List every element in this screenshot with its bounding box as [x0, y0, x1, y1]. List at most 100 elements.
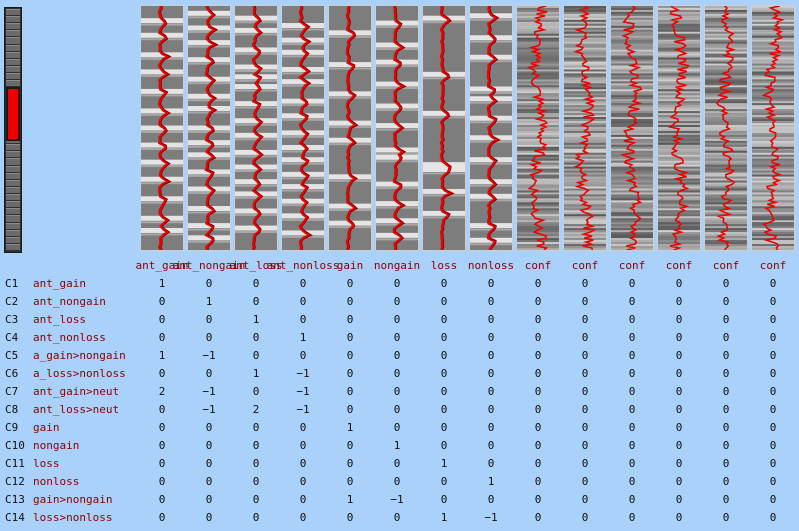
- contrast-weight[interactable]: 0: [628, 439, 636, 452]
- contrast-weight[interactable]: 0: [581, 493, 589, 506]
- contrast-weight[interactable]: 0: [534, 331, 542, 344]
- contrast-weight[interactable]: 1: [393, 439, 401, 452]
- contrast-weight[interactable]: 0: [769, 403, 777, 416]
- contrast-weight[interactable]: 0: [205, 493, 213, 506]
- regressor-column[interactable]: [328, 5, 372, 251]
- regressor-column[interactable]: [187, 5, 231, 251]
- contrast-weight[interactable]: 0: [722, 511, 730, 524]
- contrast-weight[interactable]: 0: [393, 457, 401, 470]
- contrast-weight[interactable]: 0: [722, 403, 730, 416]
- contrast-weight[interactable]: −1: [390, 493, 404, 506]
- contrast-weight[interactable]: 0: [769, 475, 777, 488]
- contrast-name[interactable]: gain>nongain: [33, 493, 113, 506]
- contrast-weight[interactable]: 1: [205, 295, 213, 308]
- contrast-weight[interactable]: 0: [346, 385, 354, 398]
- regressor-column[interactable]: [140, 5, 184, 251]
- contrast-weight[interactable]: 0: [205, 475, 213, 488]
- contrast-name[interactable]: nonloss: [33, 475, 80, 488]
- contrast-weight[interactable]: 0: [487, 277, 495, 290]
- regressor-column[interactable]: [563, 5, 607, 251]
- contrast-weight[interactable]: 0: [205, 457, 213, 470]
- contrast-weight[interactable]: 0: [722, 349, 730, 362]
- contrast-weight[interactable]: 0: [581, 439, 589, 452]
- contrast-weight[interactable]: 0: [487, 295, 495, 308]
- contrast-weight[interactable]: 0: [581, 331, 589, 344]
- contrast-weight[interactable]: 0: [440, 313, 448, 326]
- contrast-weight[interactable]: 0: [440, 349, 448, 362]
- contrast-weight[interactable]: 1: [440, 511, 448, 524]
- contrast-weight[interactable]: 0: [205, 367, 213, 380]
- contrast-weight[interactable]: 0: [628, 403, 636, 416]
- contrast-weight[interactable]: 0: [158, 493, 166, 506]
- contrast-weight[interactable]: 1: [346, 493, 354, 506]
- contrast-weight[interactable]: 0: [534, 457, 542, 470]
- contrast-weight[interactable]: 0: [675, 493, 683, 506]
- contrast-weight[interactable]: 0: [722, 277, 730, 290]
- contrast-weight[interactable]: 0: [487, 439, 495, 452]
- contrast-weight[interactable]: 0: [393, 511, 401, 524]
- contrast-weight[interactable]: 0: [722, 439, 730, 452]
- contrast-weight[interactable]: 0: [440, 439, 448, 452]
- regressor-column[interactable]: [704, 5, 748, 251]
- contrast-weight[interactable]: 0: [581, 385, 589, 398]
- contrast-weight[interactable]: 0: [487, 385, 495, 398]
- contrast-weight[interactable]: 0: [769, 511, 777, 524]
- contrast-weight[interactable]: 1: [346, 421, 354, 434]
- contrast-weight[interactable]: −1: [484, 511, 498, 524]
- contrast-weight[interactable]: 0: [299, 349, 307, 362]
- contrast-weight[interactable]: 0: [534, 385, 542, 398]
- contrast-weight[interactable]: 0: [299, 493, 307, 506]
- contrast-weight[interactable]: 0: [722, 331, 730, 344]
- contrast-weight[interactable]: 0: [158, 331, 166, 344]
- contrast-weight[interactable]: 0: [299, 457, 307, 470]
- contrast-weight[interactable]: 0: [299, 313, 307, 326]
- contrast-name[interactable]: ant_gain: [33, 277, 86, 290]
- contrast-weight[interactable]: 0: [675, 295, 683, 308]
- contrast-weight[interactable]: 0: [440, 277, 448, 290]
- contrast-weight[interactable]: 0: [628, 511, 636, 524]
- contrast-weight[interactable]: 0: [675, 331, 683, 344]
- contrast-weight[interactable]: 0: [487, 331, 495, 344]
- contrast-weight[interactable]: 0: [581, 421, 589, 434]
- contrast-weight[interactable]: 0: [722, 385, 730, 398]
- contrast-weight[interactable]: 0: [393, 295, 401, 308]
- contrast-weight[interactable]: 0: [205, 421, 213, 434]
- contrast-weight[interactable]: 0: [628, 331, 636, 344]
- contrast-name[interactable]: ant_gain>neut: [33, 385, 120, 398]
- contrast-name[interactable]: a_gain>nongain: [33, 349, 126, 362]
- contrast-weight[interactable]: 0: [440, 403, 448, 416]
- contrast-weight[interactable]: 0: [299, 439, 307, 452]
- contrast-name[interactable]: gain: [33, 421, 60, 434]
- contrast-weight[interactable]: 0: [769, 331, 777, 344]
- contrast-weight[interactable]: 0: [534, 313, 542, 326]
- contrast-weight[interactable]: 0: [581, 349, 589, 362]
- contrast-weight[interactable]: 0: [628, 457, 636, 470]
- contrast-weight[interactable]: 0: [581, 367, 589, 380]
- contrast-weight[interactable]: 0: [393, 331, 401, 344]
- contrast-weight[interactable]: 0: [299, 295, 307, 308]
- contrast-slider[interactable]: [4, 7, 22, 253]
- contrast-weight[interactable]: 0: [628, 313, 636, 326]
- contrast-weight[interactable]: 0: [722, 295, 730, 308]
- contrast-weight[interactable]: 0: [158, 313, 166, 326]
- contrast-weight[interactable]: 0: [487, 313, 495, 326]
- contrast-weight[interactable]: 1: [252, 313, 260, 326]
- contrast-weight[interactable]: 0: [252, 277, 260, 290]
- contrast-weight[interactable]: 1: [440, 457, 448, 470]
- contrast-weight[interactable]: 0: [393, 313, 401, 326]
- contrast-weight[interactable]: 0: [487, 367, 495, 380]
- contrast-weight[interactable]: 0: [487, 421, 495, 434]
- contrast-weight[interactable]: 0: [299, 511, 307, 524]
- contrast-name[interactable]: ant_nonloss: [33, 331, 106, 344]
- contrast-weight[interactable]: 0: [346, 457, 354, 470]
- contrast-weight[interactable]: 0: [393, 403, 401, 416]
- contrast-weight[interactable]: 0: [534, 421, 542, 434]
- contrast-weight[interactable]: 1: [158, 349, 166, 362]
- contrast-weight[interactable]: 0: [722, 313, 730, 326]
- contrast-weight[interactable]: 0: [628, 493, 636, 506]
- contrast-weight[interactable]: 0: [440, 493, 448, 506]
- contrast-weight[interactable]: 0: [158, 295, 166, 308]
- contrast-weight[interactable]: 0: [393, 349, 401, 362]
- contrast-name[interactable]: nongain: [33, 439, 80, 452]
- contrast-weight[interactable]: 0: [534, 475, 542, 488]
